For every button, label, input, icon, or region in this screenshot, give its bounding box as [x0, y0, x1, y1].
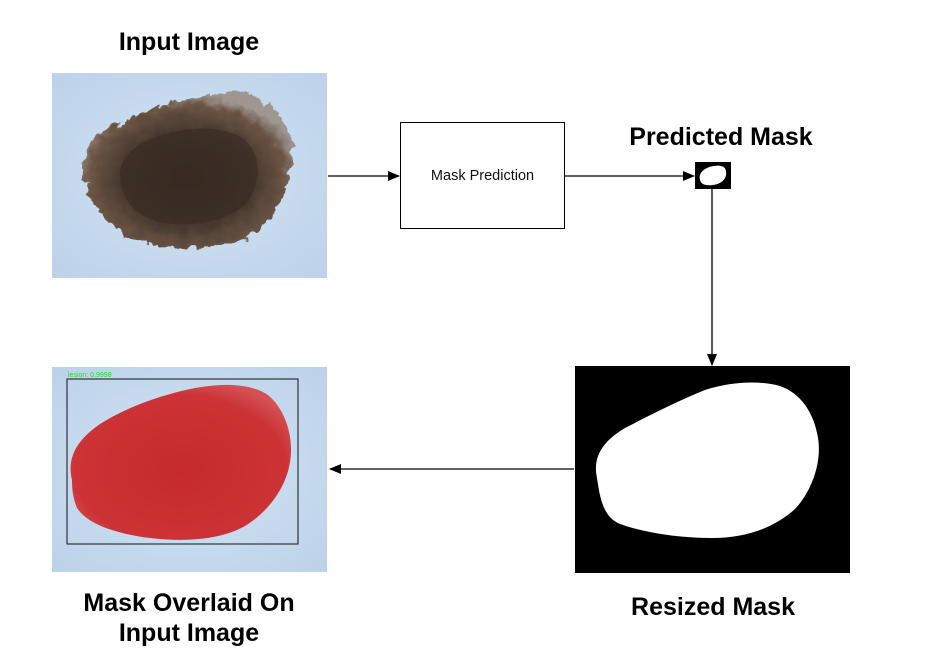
mask-prediction-label: Mask Prediction	[430, 167, 535, 184]
predicted-mask-blob	[699, 165, 727, 186]
resized-mask-image	[575, 366, 850, 573]
resized-mask-blob	[595, 382, 819, 538]
mask-prediction-box: Mask Prediction	[400, 122, 565, 229]
predicted-mask-title: Predicted Mask	[629, 123, 813, 151]
input-image	[52, 73, 327, 278]
overlay-title-line1: Mask Overlaid On	[83, 589, 295, 617]
overlay-title-line2: Input Image	[118, 619, 260, 647]
detection-label: lesion: 0.9998	[68, 372, 112, 379]
overlay-title: Mask Overlaid On Input Image	[39, 588, 339, 648]
predicted-mask-image	[695, 162, 731, 189]
input-image-title: Input Image	[118, 28, 260, 56]
input-lesion-core	[119, 128, 258, 225]
overlay-red-mask	[70, 384, 292, 540]
overlay-bounding-box	[66, 378, 299, 545]
overlay-image: lesion: 0.9998	[52, 367, 327, 572]
resized-mask-title: Resized Mask	[631, 593, 795, 621]
